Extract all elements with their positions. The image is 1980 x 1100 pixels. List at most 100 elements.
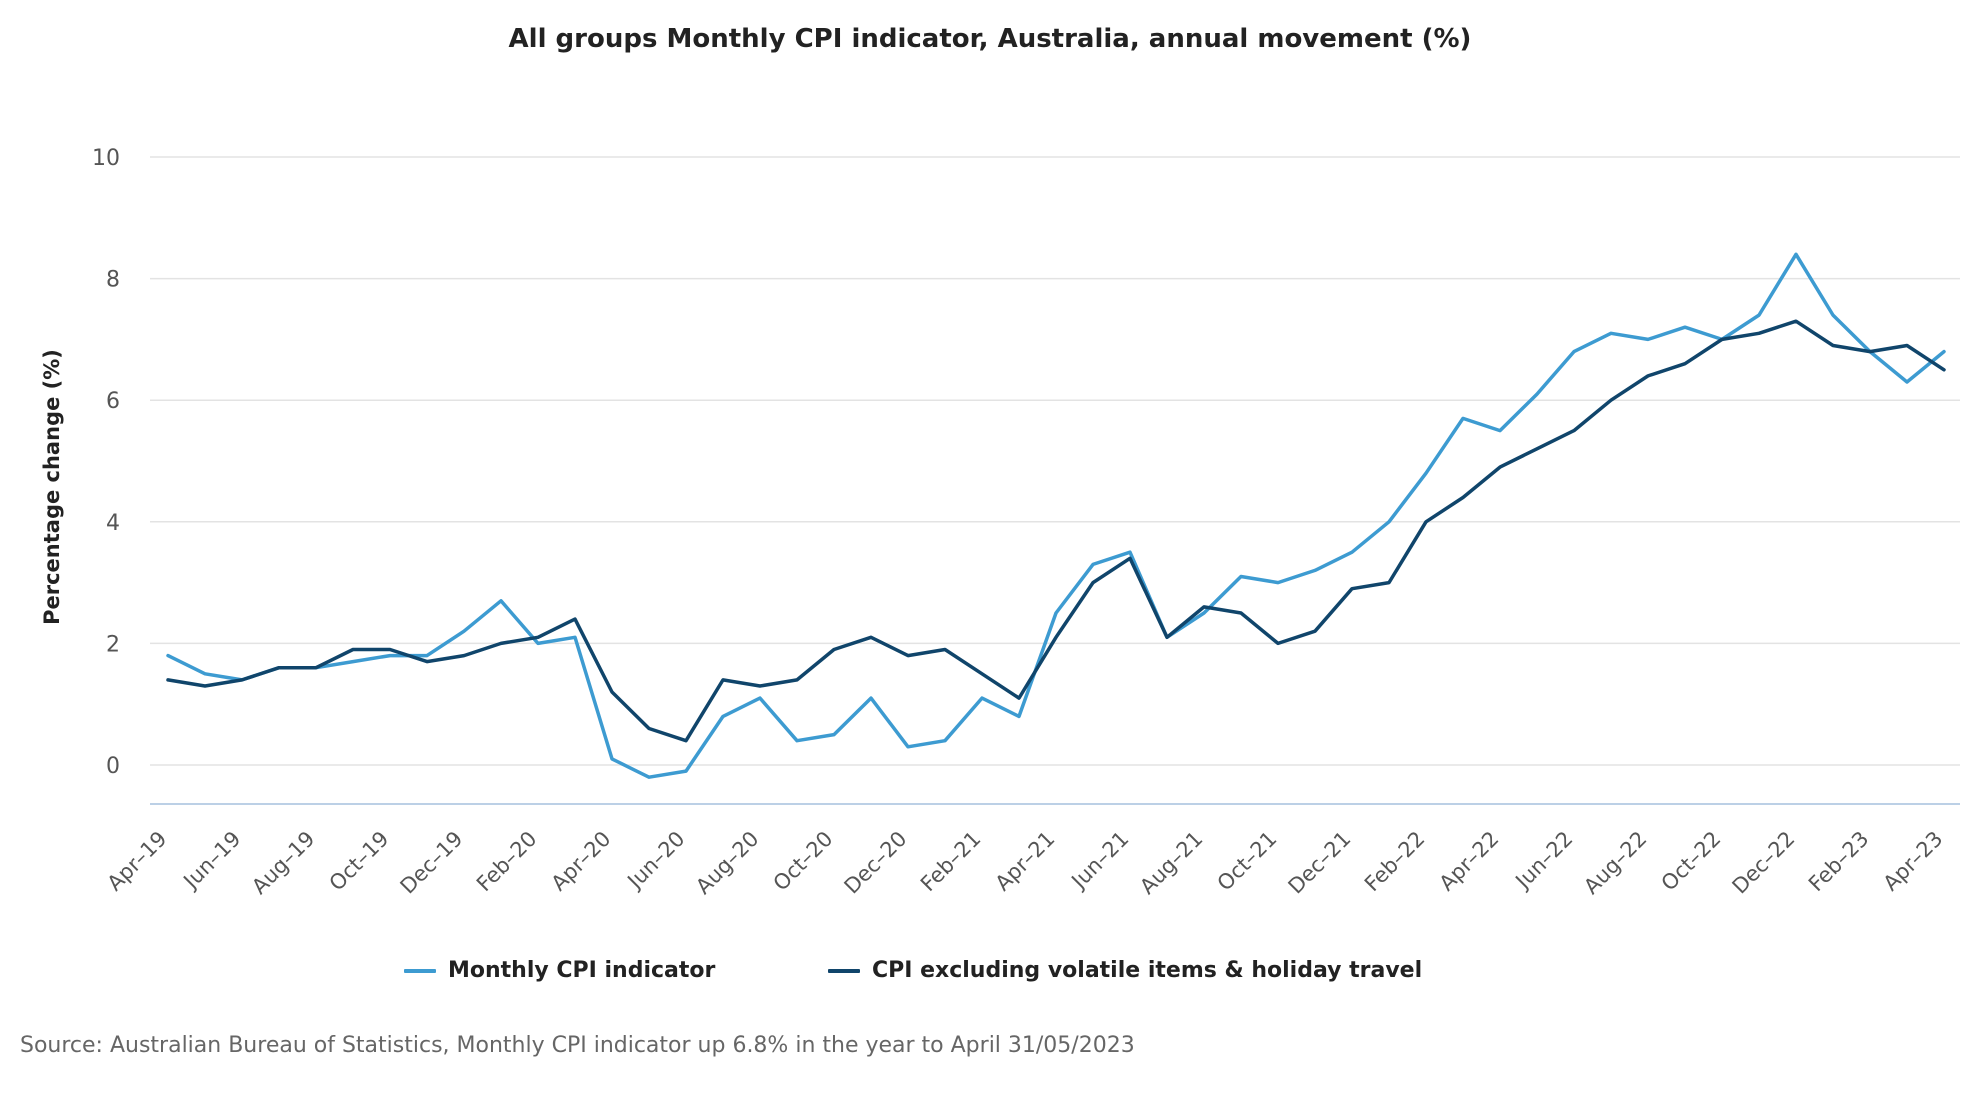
data-point[interactable] — [1235, 607, 1247, 619]
data-point[interactable] — [1568, 425, 1580, 437]
data-point[interactable] — [1642, 370, 1654, 382]
data-point[interactable] — [1901, 340, 1913, 352]
data-point[interactable] — [1309, 625, 1321, 637]
data-point[interactable] — [1087, 558, 1099, 570]
data-point[interactable] — [680, 735, 692, 747]
series-line-1[interactable] — [166, 252, 1946, 779]
data-point[interactable] — [532, 631, 544, 643]
data-point[interactable] — [421, 656, 433, 668]
data-point[interactable] — [1457, 492, 1469, 504]
data-point[interactable] — [680, 765, 692, 777]
data-point[interactable] — [569, 613, 581, 625]
x-tick-label: Apr–20 — [547, 827, 616, 896]
data-point[interactable] — [162, 674, 174, 686]
data-point[interactable] — [310, 662, 322, 674]
data-point[interactable] — [1679, 321, 1691, 333]
data-point[interactable] — [1050, 631, 1062, 643]
data-point[interactable] — [791, 674, 803, 686]
data-point[interactable] — [1235, 571, 1247, 583]
data-point[interactable] — [1346, 583, 1358, 595]
data-point[interactable] — [1901, 376, 1913, 388]
data-point[interactable] — [939, 735, 951, 747]
x-tick-label: Dec–21 — [1284, 827, 1356, 899]
series-line-2[interactable] — [166, 319, 1946, 743]
data-point[interactable] — [1753, 327, 1765, 339]
data-point[interactable] — [1013, 692, 1025, 704]
data-point[interactable] — [495, 637, 507, 649]
data-point[interactable] — [1642, 333, 1654, 345]
data-point[interactable] — [1938, 364, 1950, 376]
data-point[interactable] — [1383, 577, 1395, 589]
data-point[interactable] — [162, 650, 174, 662]
data-point[interactable] — [347, 656, 359, 668]
data-point[interactable] — [1790, 315, 1802, 327]
data-point[interactable] — [1346, 546, 1358, 558]
data-point[interactable] — [236, 674, 248, 686]
data-point[interactable] — [865, 692, 877, 704]
data-point[interactable] — [1864, 346, 1876, 358]
data-point[interactable] — [1272, 577, 1284, 589]
data-point[interactable] — [1827, 309, 1839, 321]
x-tick-label: Apr–22 — [1435, 827, 1504, 896]
data-point[interactable] — [754, 680, 766, 692]
data-point[interactable] — [1383, 516, 1395, 528]
data-point[interactable] — [643, 723, 655, 735]
data-point[interactable] — [1716, 333, 1728, 345]
data-point[interactable] — [1013, 710, 1025, 722]
data-point[interactable] — [347, 644, 359, 656]
data-point[interactable] — [1420, 516, 1432, 528]
data-point[interactable] — [865, 631, 877, 643]
data-point[interactable] — [1494, 425, 1506, 437]
data-point[interactable] — [1161, 631, 1173, 643]
data-point[interactable] — [1457, 412, 1469, 424]
data-point[interactable] — [495, 595, 507, 607]
data-point[interactable] — [1790, 248, 1802, 260]
x-tick-label: Feb–20 — [472, 827, 542, 897]
legend: Monthly CPI indicator CPI excluding vola… — [0, 958, 1980, 998]
legend-item-cpi-excluding-volatile[interactable]: CPI excluding volatile items & holiday t… — [828, 958, 1422, 983]
data-point[interactable] — [458, 650, 470, 662]
data-point[interactable] — [1272, 637, 1284, 649]
data-point[interactable] — [273, 662, 285, 674]
data-point[interactable] — [1087, 577, 1099, 589]
data-point[interactable] — [1124, 552, 1136, 564]
data-point[interactable] — [1198, 601, 1210, 613]
data-point[interactable] — [902, 650, 914, 662]
data-point[interactable] — [791, 735, 803, 747]
x-tick-label: Oct–19 — [325, 827, 394, 896]
data-point[interactable] — [1494, 461, 1506, 473]
data-point[interactable] — [1605, 394, 1617, 406]
x-tick-label: Aug–19 — [247, 827, 319, 899]
data-point[interactable] — [1753, 309, 1765, 321]
data-point[interactable] — [606, 753, 618, 765]
data-point[interactable] — [939, 644, 951, 656]
data-point[interactable] — [1050, 607, 1062, 619]
data-point[interactable] — [1938, 346, 1950, 358]
data-point[interactable] — [199, 680, 211, 692]
data-point[interactable] — [458, 625, 470, 637]
legend-swatch-cpi-excluding-volatile — [828, 968, 860, 973]
data-point[interactable] — [1309, 564, 1321, 576]
data-point[interactable] — [384, 644, 396, 656]
data-point[interactable] — [976, 668, 988, 680]
data-point[interactable] — [754, 692, 766, 704]
data-point[interactable] — [976, 692, 988, 704]
data-point[interactable] — [717, 674, 729, 686]
data-point[interactable] — [1531, 388, 1543, 400]
data-point[interactable] — [1679, 358, 1691, 370]
data-point[interactable] — [643, 771, 655, 783]
data-point[interactable] — [902, 741, 914, 753]
data-point[interactable] — [1827, 340, 1839, 352]
data-point[interactable] — [1531, 443, 1543, 455]
data-point[interactable] — [606, 686, 618, 698]
data-point[interactable] — [1568, 346, 1580, 358]
data-point[interactable] — [828, 644, 840, 656]
x-tick-label: Feb–23 — [1804, 827, 1874, 897]
data-point[interactable] — [717, 710, 729, 722]
data-point[interactable] — [1605, 327, 1617, 339]
legend-item-monthly-cpi[interactable]: Monthly CPI indicator — [404, 958, 715, 983]
data-point[interactable] — [199, 668, 211, 680]
data-point[interactable] — [1420, 467, 1432, 479]
data-point[interactable] — [569, 631, 581, 643]
data-point[interactable] — [828, 729, 840, 741]
